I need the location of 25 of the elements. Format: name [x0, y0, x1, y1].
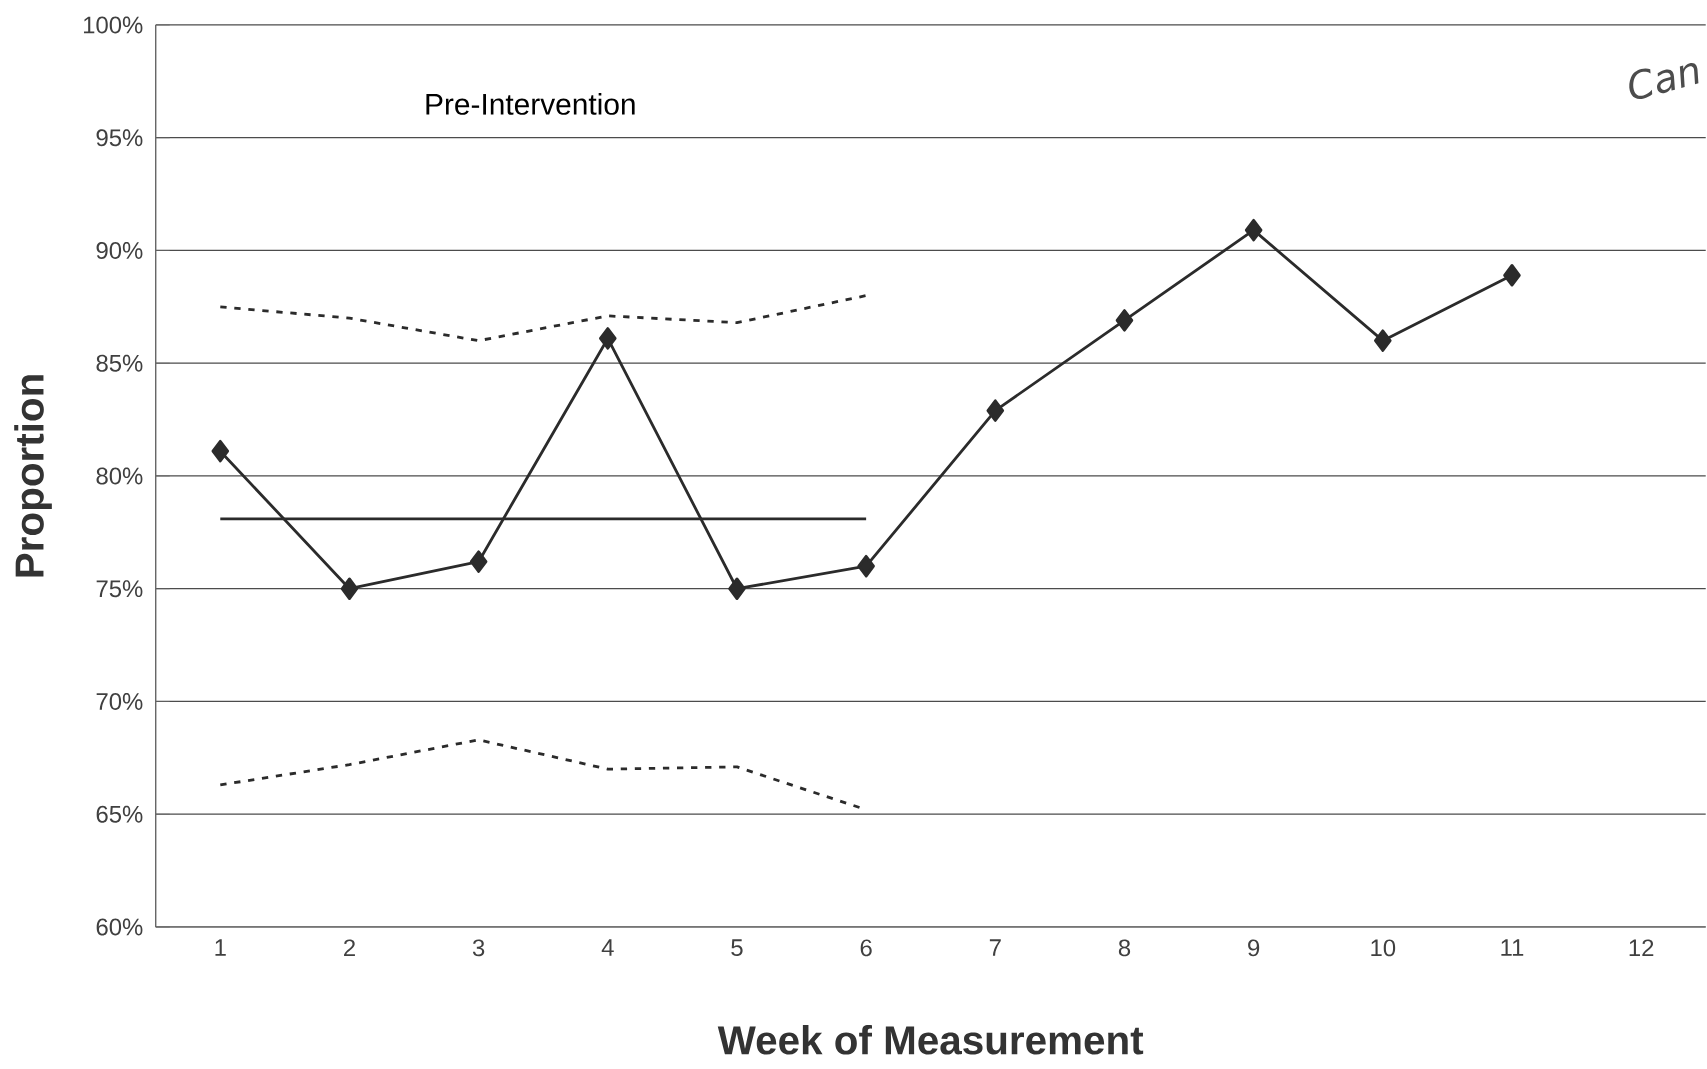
- x-tick-label: 2: [344, 939, 355, 957]
- x-tick-label: 11: [1501, 939, 1524, 956]
- x-tick-label: 8: [1118, 939, 1131, 957]
- y-tick-label: 60%: [96, 918, 143, 936]
- y-tick-label: 100%: [83, 16, 143, 34]
- x-axis-title: Week of Measurement: [717, 1024, 1144, 1055]
- annotation: Can: [1629, 62, 1699, 100]
- x-tick-label: 10: [1371, 939, 1396, 957]
- y-tick-label: 90%: [96, 242, 143, 259]
- y-tick-label: 65%: [96, 805, 143, 823]
- x-tick-label: 5: [731, 939, 743, 957]
- y-tick-label: 95%: [96, 129, 143, 147]
- x-tick-label: 9: [1248, 939, 1260, 957]
- y-tick-label: 85%: [96, 354, 143, 372]
- y-axis-title: Proportion: [14, 375, 52, 577]
- x-tick-label: 12: [1629, 939, 1654, 957]
- x-tick-label: 1: [215, 939, 226, 956]
- y-tick-label: 75%: [96, 580, 143, 598]
- x-tick-label: 3: [472, 939, 485, 957]
- annotation: Pre-Intervention: [426, 92, 635, 115]
- x-tick-label: 4: [601, 939, 614, 956]
- x-tick-label: 7: [989, 939, 1001, 956]
- y-tick-label: 70%: [96, 693, 143, 710]
- y-tick-label: 80%: [96, 467, 143, 485]
- x-tick-label: 6: [860, 939, 872, 957]
